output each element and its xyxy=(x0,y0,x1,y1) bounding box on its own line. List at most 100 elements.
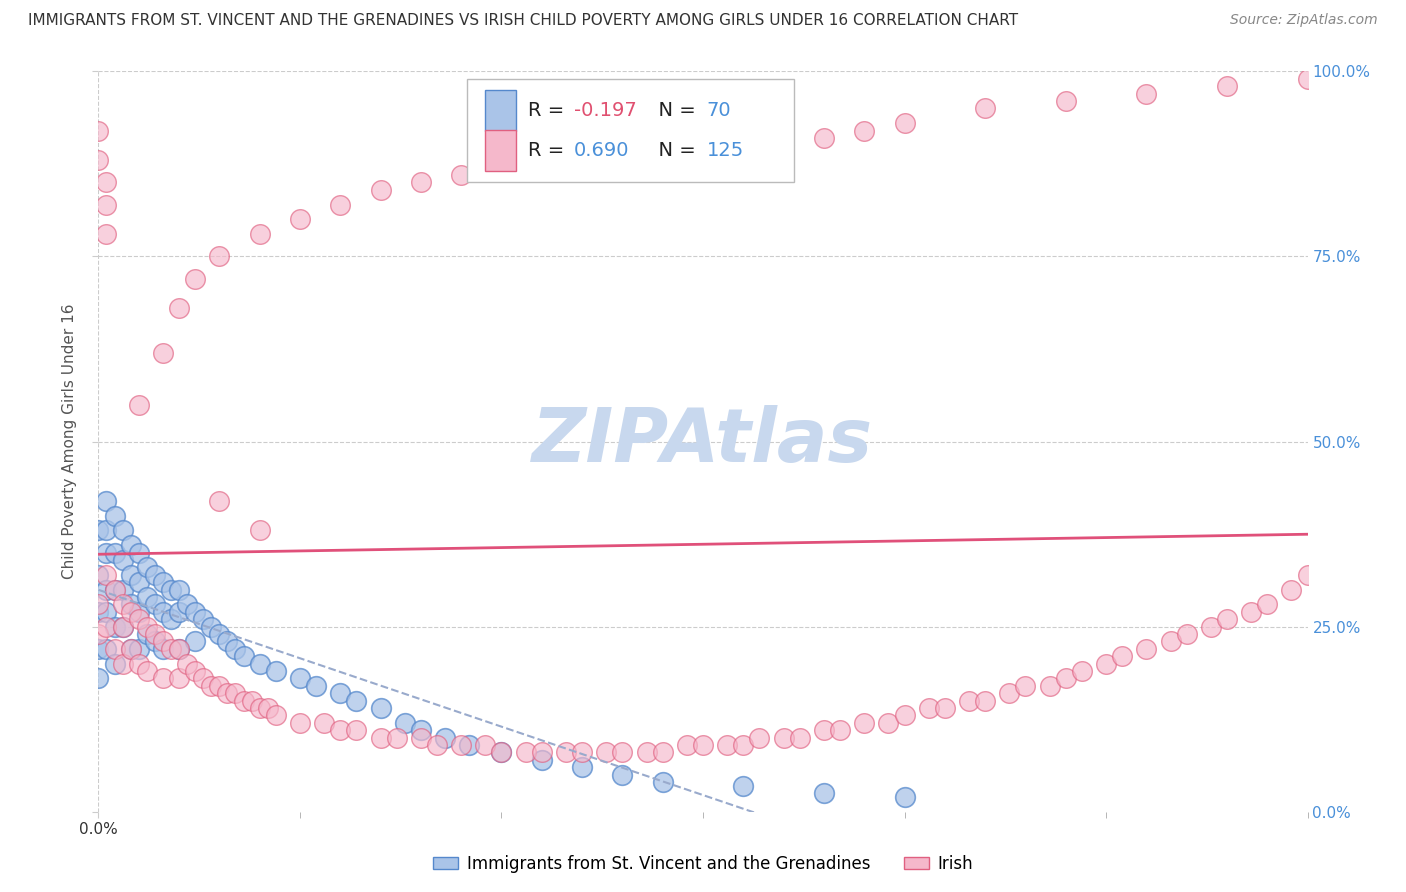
Point xyxy=(249,701,271,715)
Point xyxy=(128,575,150,590)
Point xyxy=(426,738,449,752)
Point xyxy=(111,524,134,538)
Point xyxy=(1054,94,1077,108)
Point xyxy=(160,612,183,626)
Point xyxy=(111,553,134,567)
Point xyxy=(111,619,134,633)
Point xyxy=(135,627,157,641)
Text: 125: 125 xyxy=(707,141,744,160)
Point xyxy=(385,731,408,745)
Point xyxy=(135,560,157,574)
Point xyxy=(208,627,231,641)
Text: ZIPAtlas: ZIPAtlas xyxy=(533,405,873,478)
Point xyxy=(87,153,110,168)
Point xyxy=(853,123,876,137)
Point xyxy=(370,701,392,715)
Point xyxy=(152,345,174,359)
Point xyxy=(571,746,593,760)
Legend: Immigrants from St. Vincent and the Grenadines, Irish: Immigrants from St. Vincent and the Gren… xyxy=(427,848,979,880)
Point xyxy=(120,641,142,656)
Point xyxy=(87,123,110,137)
Point xyxy=(918,701,941,715)
Point xyxy=(264,664,287,678)
Point xyxy=(184,634,207,648)
Point xyxy=(264,708,287,723)
Point xyxy=(167,641,190,656)
Point xyxy=(1216,612,1239,626)
Point xyxy=(733,779,755,793)
Point xyxy=(96,567,118,582)
Point xyxy=(249,524,271,538)
Point xyxy=(555,746,578,760)
Point xyxy=(1296,567,1319,582)
Point xyxy=(329,723,352,738)
Point xyxy=(111,598,134,612)
Text: R =: R = xyxy=(527,101,571,120)
Point xyxy=(733,738,755,752)
Point xyxy=(1054,672,1077,686)
Point xyxy=(128,605,150,619)
Point xyxy=(143,598,166,612)
Point xyxy=(167,672,190,686)
Point xyxy=(103,657,125,671)
Point xyxy=(193,612,215,626)
Point xyxy=(515,746,537,760)
Point xyxy=(409,175,432,190)
Point xyxy=(491,746,513,760)
Point xyxy=(96,493,118,508)
Point xyxy=(651,775,673,789)
Point xyxy=(200,679,222,693)
Point xyxy=(474,738,496,752)
Point xyxy=(370,183,392,197)
FancyBboxPatch shape xyxy=(485,130,516,171)
Text: 70: 70 xyxy=(707,101,731,120)
Point xyxy=(87,627,110,641)
Point xyxy=(160,582,183,597)
Point xyxy=(491,161,513,175)
Point xyxy=(120,598,142,612)
Text: R =: R = xyxy=(527,141,571,160)
Point xyxy=(208,250,231,264)
Point xyxy=(530,746,553,760)
Point xyxy=(934,701,956,715)
Point xyxy=(200,619,222,633)
Point xyxy=(184,664,207,678)
Point xyxy=(143,567,166,582)
Point xyxy=(1256,598,1278,612)
Text: N =: N = xyxy=(647,101,702,120)
Point xyxy=(87,567,110,582)
Point xyxy=(1095,657,1118,671)
Point xyxy=(120,641,142,656)
Point xyxy=(893,708,915,723)
Point xyxy=(651,145,673,160)
Point xyxy=(789,731,811,745)
Point xyxy=(87,598,110,612)
Point xyxy=(288,715,311,730)
Point xyxy=(103,619,125,633)
Point xyxy=(1296,71,1319,86)
Point xyxy=(957,694,980,708)
Point xyxy=(176,598,198,612)
Point xyxy=(87,641,110,656)
Point xyxy=(1070,664,1092,678)
Point xyxy=(772,731,794,745)
Point xyxy=(111,619,134,633)
Point xyxy=(748,731,770,745)
Point xyxy=(692,138,714,153)
Point xyxy=(409,731,432,745)
Point xyxy=(571,760,593,774)
Point xyxy=(96,524,118,538)
Point xyxy=(288,212,311,227)
Y-axis label: Child Poverty Among Girls Under 16: Child Poverty Among Girls Under 16 xyxy=(62,304,77,579)
Point xyxy=(143,627,166,641)
Point xyxy=(249,657,271,671)
Point xyxy=(450,738,472,752)
Point xyxy=(184,605,207,619)
Point xyxy=(394,715,416,730)
Point xyxy=(167,582,190,597)
Point xyxy=(1014,679,1036,693)
Point xyxy=(120,538,142,552)
Point xyxy=(167,641,190,656)
Point xyxy=(96,197,118,211)
Text: 0.690: 0.690 xyxy=(574,141,628,160)
